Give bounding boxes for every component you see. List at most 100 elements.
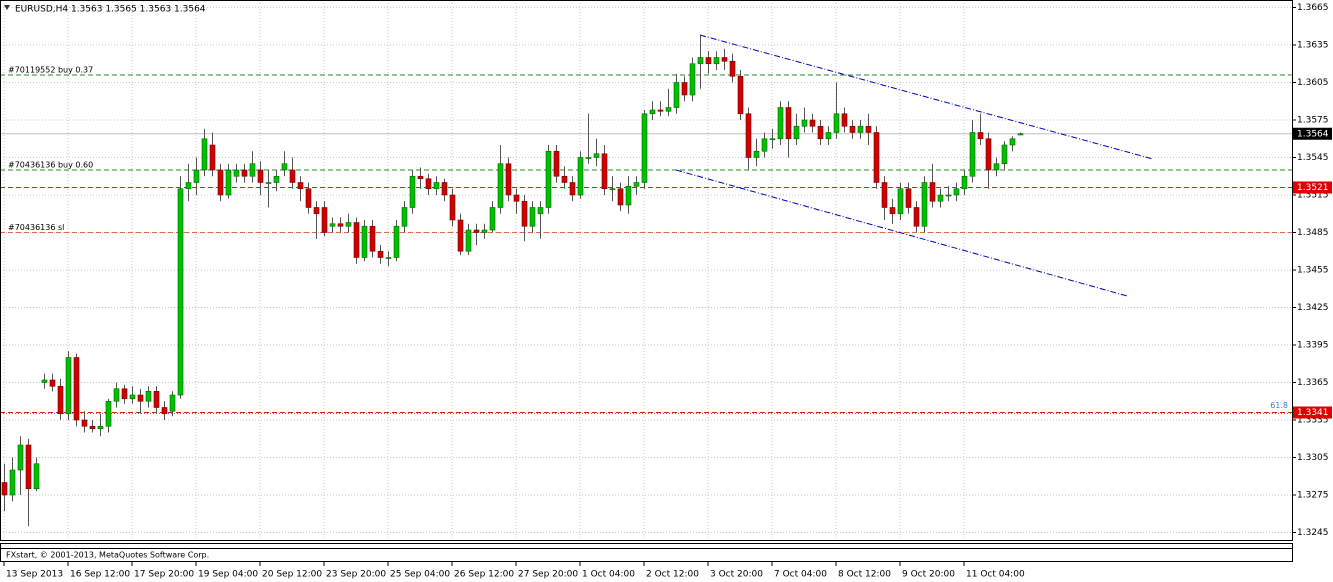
y-tick-label: 1.3395 xyxy=(1297,341,1329,351)
candle-body xyxy=(937,194,944,202)
y-tick-label: 1.3245 xyxy=(1297,528,1329,538)
candle-body xyxy=(585,157,592,159)
candle-body xyxy=(353,222,360,258)
candle-body xyxy=(737,75,744,115)
candle-body xyxy=(777,107,784,140)
x-tick-label: 16 Sep 12:00 xyxy=(70,570,130,580)
candle-body xyxy=(249,163,256,177)
candle-body xyxy=(105,400,112,427)
price-box-label: 1.3521 xyxy=(1297,183,1329,193)
candle-body xyxy=(841,113,848,127)
candle-body xyxy=(265,182,272,184)
candle-body xyxy=(345,222,352,227)
candle-body xyxy=(489,207,496,231)
candle-body xyxy=(89,425,96,430)
candle-body xyxy=(73,357,80,421)
candle-body xyxy=(217,169,224,196)
candle-body xyxy=(33,463,40,490)
x-tick-label: 13 Sep 2013 xyxy=(6,570,63,580)
candle-body xyxy=(425,178,432,190)
candle-body xyxy=(65,357,72,415)
candle-body xyxy=(233,169,240,177)
candle-body xyxy=(537,207,544,215)
candle-body xyxy=(513,194,520,202)
candle-body xyxy=(801,119,808,127)
candle-body xyxy=(297,182,304,190)
y-tick-label: 1.3305 xyxy=(1297,453,1329,463)
candle-body xyxy=(225,169,232,196)
candle-body xyxy=(953,188,960,196)
candle-body xyxy=(721,57,728,62)
symbol-icon xyxy=(4,5,10,10)
y-tick-label: 1.3275 xyxy=(1297,491,1329,501)
candle-body xyxy=(313,207,320,215)
candle-body xyxy=(865,125,872,133)
candle-body xyxy=(793,125,800,140)
candle-body xyxy=(497,163,504,208)
y-tick-label: 1.3635 xyxy=(1297,41,1329,51)
trend-line xyxy=(699,34,1153,160)
candle-body xyxy=(673,82,680,108)
candle-body xyxy=(393,225,400,258)
candle-body xyxy=(633,182,640,187)
y-tick-label: 1.3575 xyxy=(1297,116,1329,126)
y-tick-label: 1.3485 xyxy=(1297,228,1329,238)
candle-body xyxy=(209,144,216,171)
candle-body xyxy=(113,388,120,402)
candle-body xyxy=(961,175,968,190)
x-tick-label: 20 Sep 12:00 xyxy=(262,570,322,580)
y-tick-label: 1.3515 xyxy=(1297,191,1329,201)
candle-body xyxy=(273,175,280,183)
trend-line xyxy=(675,169,1129,297)
candle-body xyxy=(713,57,720,65)
chart-title: EURUSD,H4 1.3563 1.3565 1.3563 1.3564 xyxy=(15,5,206,15)
candle-body xyxy=(57,385,64,415)
price-box xyxy=(1293,181,1332,194)
x-tick-label: 26 Sep 12:00 xyxy=(454,570,514,580)
price-box-label: 1.3564 xyxy=(1297,129,1329,139)
candle-body xyxy=(41,379,48,383)
candle-body xyxy=(417,175,424,180)
candle-body xyxy=(465,229,472,252)
candle-body xyxy=(449,194,456,221)
candle-body xyxy=(185,182,192,190)
y-tick-label: 1.3545 xyxy=(1297,153,1329,163)
candle-body xyxy=(969,132,976,177)
candle-body xyxy=(889,207,896,215)
marks xyxy=(0,34,1292,527)
candle-body xyxy=(641,113,648,183)
candle-body xyxy=(337,223,344,227)
candle-body xyxy=(921,182,928,227)
candle-body xyxy=(849,125,856,133)
candle-body xyxy=(201,138,208,171)
y-tick-label: 1.3365 xyxy=(1297,378,1329,388)
candle-body xyxy=(137,394,144,402)
candle-body xyxy=(97,425,104,430)
candle-body xyxy=(569,182,576,196)
price-box xyxy=(1293,127,1332,140)
y-tick-label: 1.3605 xyxy=(1297,78,1329,88)
candle-body xyxy=(177,188,184,396)
order-label: #70436136 buy 0.60 xyxy=(8,161,93,170)
candle-body xyxy=(329,223,336,227)
candle-body xyxy=(617,188,624,206)
candle-body xyxy=(305,188,312,208)
subwindow-frame xyxy=(0,543,1293,562)
candle-body xyxy=(993,163,1000,171)
candle-body xyxy=(601,153,608,190)
candle-body xyxy=(689,63,696,96)
price-box xyxy=(1293,406,1332,419)
price-box-label: 1.3341 xyxy=(1297,408,1329,418)
candle-body xyxy=(649,109,656,115)
candle-body xyxy=(145,390,152,402)
candle-body xyxy=(505,163,512,196)
x-tick-label: 8 Oct 12:00 xyxy=(838,570,891,580)
candle-body xyxy=(1001,144,1008,165)
candle-body xyxy=(193,169,200,183)
candle-body xyxy=(129,394,136,400)
candle-body xyxy=(769,138,776,141)
y-tick-label: 1.3455 xyxy=(1297,266,1329,276)
x-tick-label: 2 Oct 12:00 xyxy=(646,570,699,580)
candle-body xyxy=(49,379,56,387)
